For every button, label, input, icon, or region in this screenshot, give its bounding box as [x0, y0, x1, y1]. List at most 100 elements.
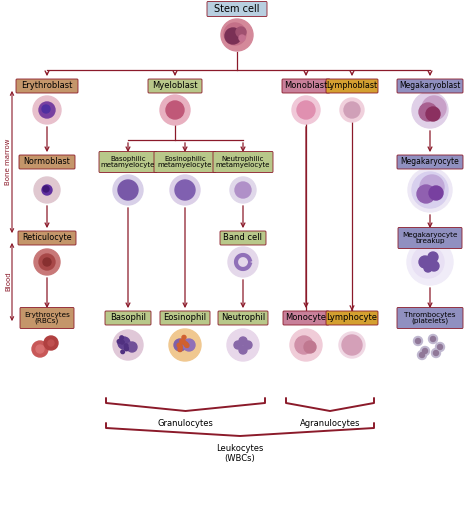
Text: Neutrophil: Neutrophil	[221, 313, 265, 323]
Circle shape	[33, 96, 61, 124]
Circle shape	[297, 101, 315, 119]
Circle shape	[124, 344, 128, 348]
Circle shape	[420, 347, 429, 355]
FancyBboxPatch shape	[397, 155, 463, 169]
FancyBboxPatch shape	[220, 231, 266, 245]
Circle shape	[43, 258, 51, 266]
Circle shape	[407, 239, 453, 285]
Text: Erythroblast: Erythroblast	[21, 81, 73, 91]
FancyBboxPatch shape	[213, 152, 273, 173]
Circle shape	[42, 105, 50, 113]
FancyBboxPatch shape	[160, 311, 210, 325]
Text: Neutrophilic
metamyelocyte: Neutrophilic metamyelocyte	[216, 156, 270, 168]
Text: Leukocytes
(WBCs): Leukocytes (WBCs)	[216, 444, 264, 463]
Circle shape	[419, 103, 437, 121]
Circle shape	[412, 92, 448, 128]
Circle shape	[175, 180, 195, 200]
Circle shape	[120, 340, 124, 344]
Text: Basophilic
metamyelocyte: Basophilic metamyelocyte	[101, 156, 155, 168]
Circle shape	[431, 349, 440, 357]
FancyBboxPatch shape	[207, 2, 267, 16]
Circle shape	[178, 345, 182, 349]
Circle shape	[428, 252, 438, 262]
Circle shape	[117, 339, 121, 343]
Text: Basophil: Basophil	[110, 313, 146, 323]
Circle shape	[234, 341, 242, 349]
Circle shape	[183, 339, 195, 351]
Circle shape	[438, 345, 443, 350]
Circle shape	[342, 335, 362, 355]
Circle shape	[120, 336, 123, 339]
Circle shape	[420, 175, 444, 199]
FancyBboxPatch shape	[283, 311, 329, 325]
Circle shape	[113, 175, 143, 205]
Text: Eosinophil: Eosinophil	[164, 313, 207, 323]
Circle shape	[412, 172, 448, 208]
FancyBboxPatch shape	[16, 79, 78, 93]
Circle shape	[235, 182, 251, 198]
Text: Thrombocytes
(platelets): Thrombocytes (platelets)	[404, 311, 456, 325]
Circle shape	[339, 332, 365, 358]
Circle shape	[419, 256, 431, 268]
Text: Reticulocyte: Reticulocyte	[22, 233, 72, 243]
Circle shape	[125, 347, 128, 350]
Circle shape	[422, 349, 428, 353]
Circle shape	[160, 95, 190, 125]
Circle shape	[340, 98, 364, 122]
Circle shape	[292, 96, 320, 124]
Circle shape	[221, 19, 253, 51]
Circle shape	[434, 351, 438, 355]
Text: Monocyte: Monocyte	[285, 313, 327, 323]
Text: Granulocytes: Granulocytes	[157, 419, 213, 428]
Text: Normoblast: Normoblast	[24, 158, 70, 166]
Circle shape	[429, 186, 443, 200]
Circle shape	[236, 27, 246, 37]
Circle shape	[32, 341, 48, 357]
Circle shape	[169, 329, 201, 361]
Circle shape	[422, 96, 446, 120]
Circle shape	[34, 177, 60, 203]
FancyBboxPatch shape	[105, 311, 151, 325]
Text: Stem cell: Stem cell	[214, 4, 260, 14]
Circle shape	[39, 254, 55, 270]
FancyBboxPatch shape	[282, 79, 330, 93]
FancyBboxPatch shape	[326, 79, 378, 93]
Circle shape	[225, 28, 241, 44]
FancyBboxPatch shape	[99, 152, 157, 173]
Circle shape	[239, 346, 247, 354]
Circle shape	[113, 330, 143, 360]
Circle shape	[127, 342, 137, 352]
Text: Monoblast: Monoblast	[284, 81, 328, 91]
Circle shape	[429, 261, 439, 271]
Circle shape	[430, 336, 436, 342]
Circle shape	[182, 335, 186, 339]
Text: Megakaryocyte: Megakaryocyte	[401, 158, 459, 166]
Circle shape	[408, 168, 452, 212]
Text: Lymphocyte: Lymphocyte	[327, 313, 377, 323]
Text: Bone marrow: Bone marrow	[5, 139, 11, 185]
FancyBboxPatch shape	[154, 152, 216, 173]
Circle shape	[290, 329, 322, 361]
Circle shape	[239, 35, 245, 41]
Text: Megakaryocyte
breakup: Megakaryocyte breakup	[402, 232, 458, 244]
FancyBboxPatch shape	[326, 311, 378, 325]
Circle shape	[344, 102, 360, 118]
Circle shape	[184, 342, 188, 346]
Circle shape	[416, 338, 420, 344]
Circle shape	[417, 185, 435, 203]
Circle shape	[166, 101, 184, 119]
Text: Myeloblast: Myeloblast	[152, 81, 198, 91]
Circle shape	[227, 329, 259, 361]
Circle shape	[295, 336, 313, 354]
FancyBboxPatch shape	[19, 155, 75, 169]
Circle shape	[180, 339, 184, 343]
Circle shape	[125, 347, 128, 351]
Circle shape	[42, 185, 52, 195]
Circle shape	[121, 350, 125, 354]
FancyBboxPatch shape	[397, 308, 463, 329]
Circle shape	[412, 246, 444, 278]
Circle shape	[170, 175, 200, 205]
Circle shape	[228, 247, 258, 277]
FancyBboxPatch shape	[397, 79, 463, 93]
Circle shape	[118, 180, 138, 200]
